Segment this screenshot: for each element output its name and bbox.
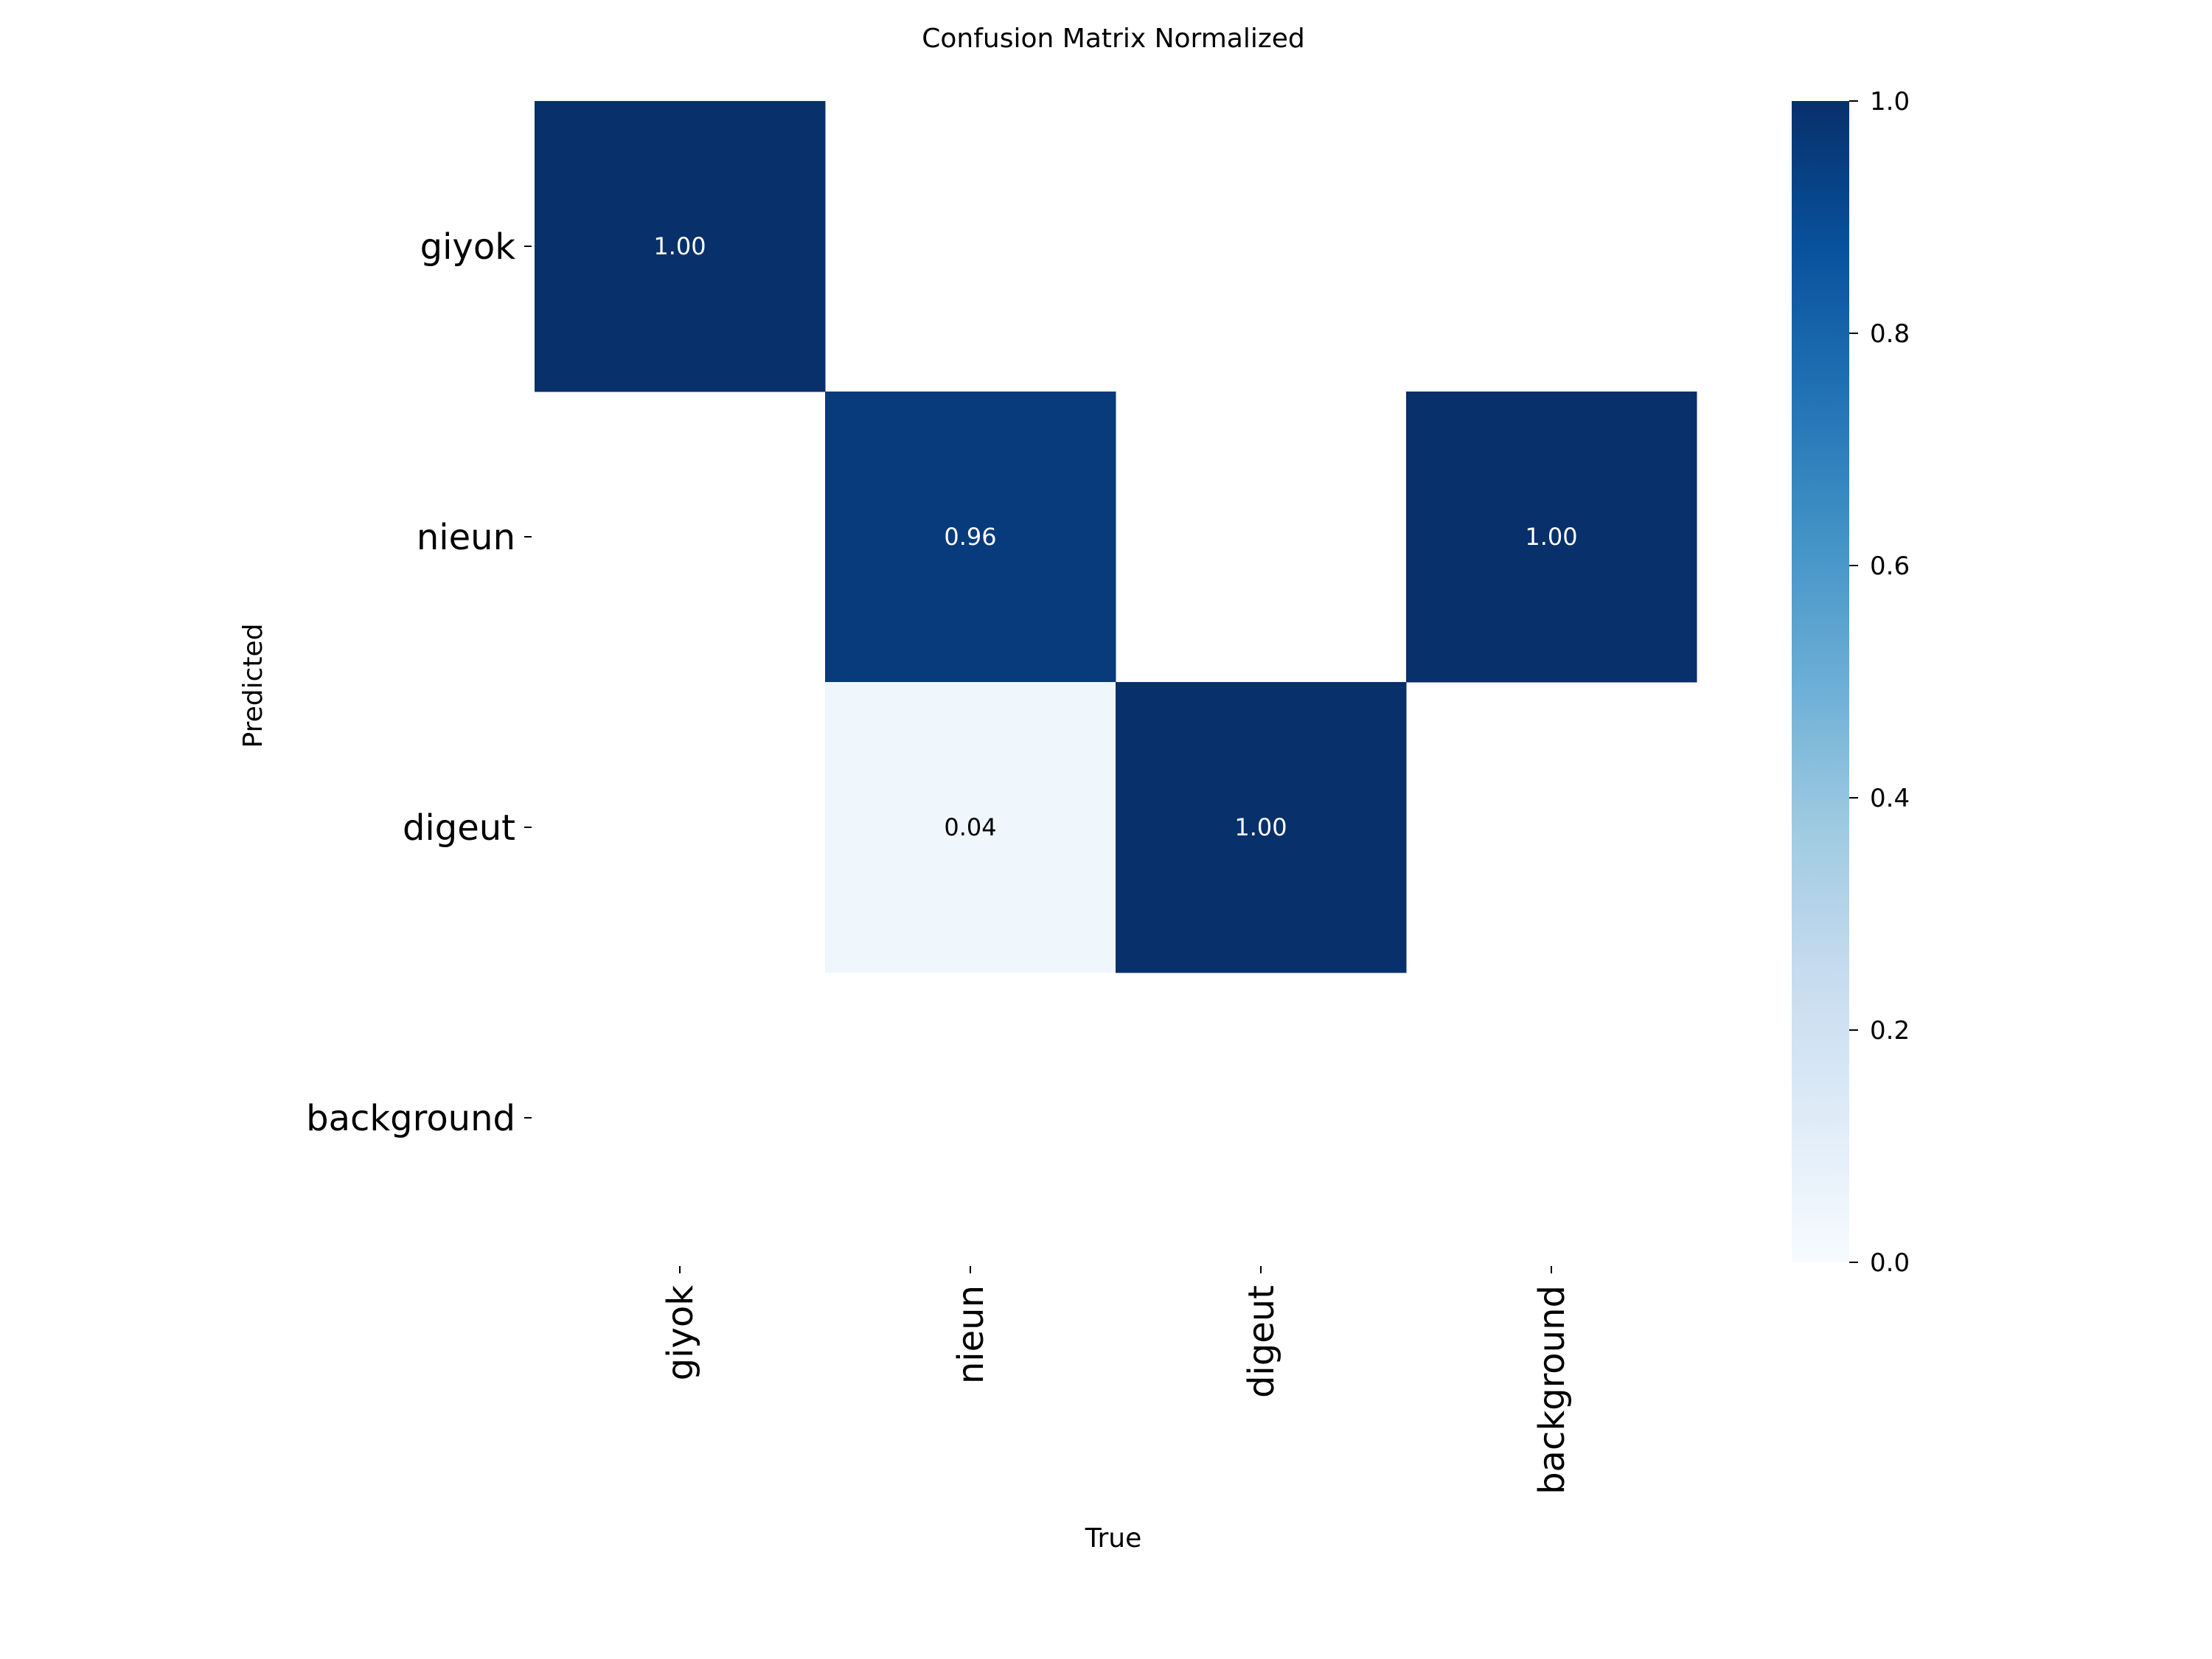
y-axis-ticks: giyok nieun digeut background	[306, 226, 532, 1139]
x-axis-ticks: giyok nieun digeut background	[660, 1266, 1573, 1495]
colorbar-tick-label: 0.8	[1870, 319, 1910, 349]
y-tick-label: background	[306, 1098, 515, 1139]
cell-value-label: 0.96	[944, 523, 996, 551]
colorbar-tick-label: 0.2	[1870, 1016, 1910, 1046]
colorbar-tick-label: 1.0	[1870, 87, 1910, 116]
x-tick-label: background	[1531, 1285, 1573, 1495]
colorbar-gradient	[1792, 101, 1849, 1262]
colorbar: 0.0 0.2 0.4 0.6 0.8 1.0	[1792, 87, 1910, 1278]
heatmap-cells	[535, 101, 1697, 973]
x-axis-label: True	[1085, 1523, 1141, 1554]
cell-value-label: 1.00	[1525, 523, 1577, 551]
cell-value-label: 1.00	[653, 232, 706, 260]
cell-value-label: 0.04	[944, 813, 996, 841]
x-tick-label: nieun	[950, 1285, 992, 1384]
y-tick-label: nieun	[417, 517, 515, 558]
colorbar-tick-label: 0.6	[1870, 552, 1910, 581]
chart-title: Confusion Matrix Normalized	[922, 24, 1304, 54]
y-tick-label: giyok	[420, 226, 516, 268]
y-tick-label: digeut	[403, 807, 515, 849]
heatmap-cell	[1406, 392, 1697, 683]
x-tick-label: digeut	[1241, 1285, 1282, 1398]
colorbar-tick-label: 0.0	[1870, 1248, 1910, 1278]
colorbar-ticks: 0.0 0.2 0.4 0.6 0.8 1.0	[1849, 87, 1910, 1278]
x-tick-label: giyok	[660, 1285, 701, 1381]
heatmap-cell	[825, 392, 1116, 683]
heatmap-cell-labels: 1.00 0.96 1.00 0.04 1.00	[653, 232, 1577, 841]
cell-value-label: 1.00	[1234, 813, 1287, 841]
colorbar-tick-label: 0.4	[1870, 784, 1910, 813]
y-axis-label: Predicted	[238, 624, 268, 748]
heatmap-cell	[825, 682, 1116, 973]
heatmap-cell	[535, 101, 826, 392]
heatmap-cell	[1116, 682, 1407, 973]
